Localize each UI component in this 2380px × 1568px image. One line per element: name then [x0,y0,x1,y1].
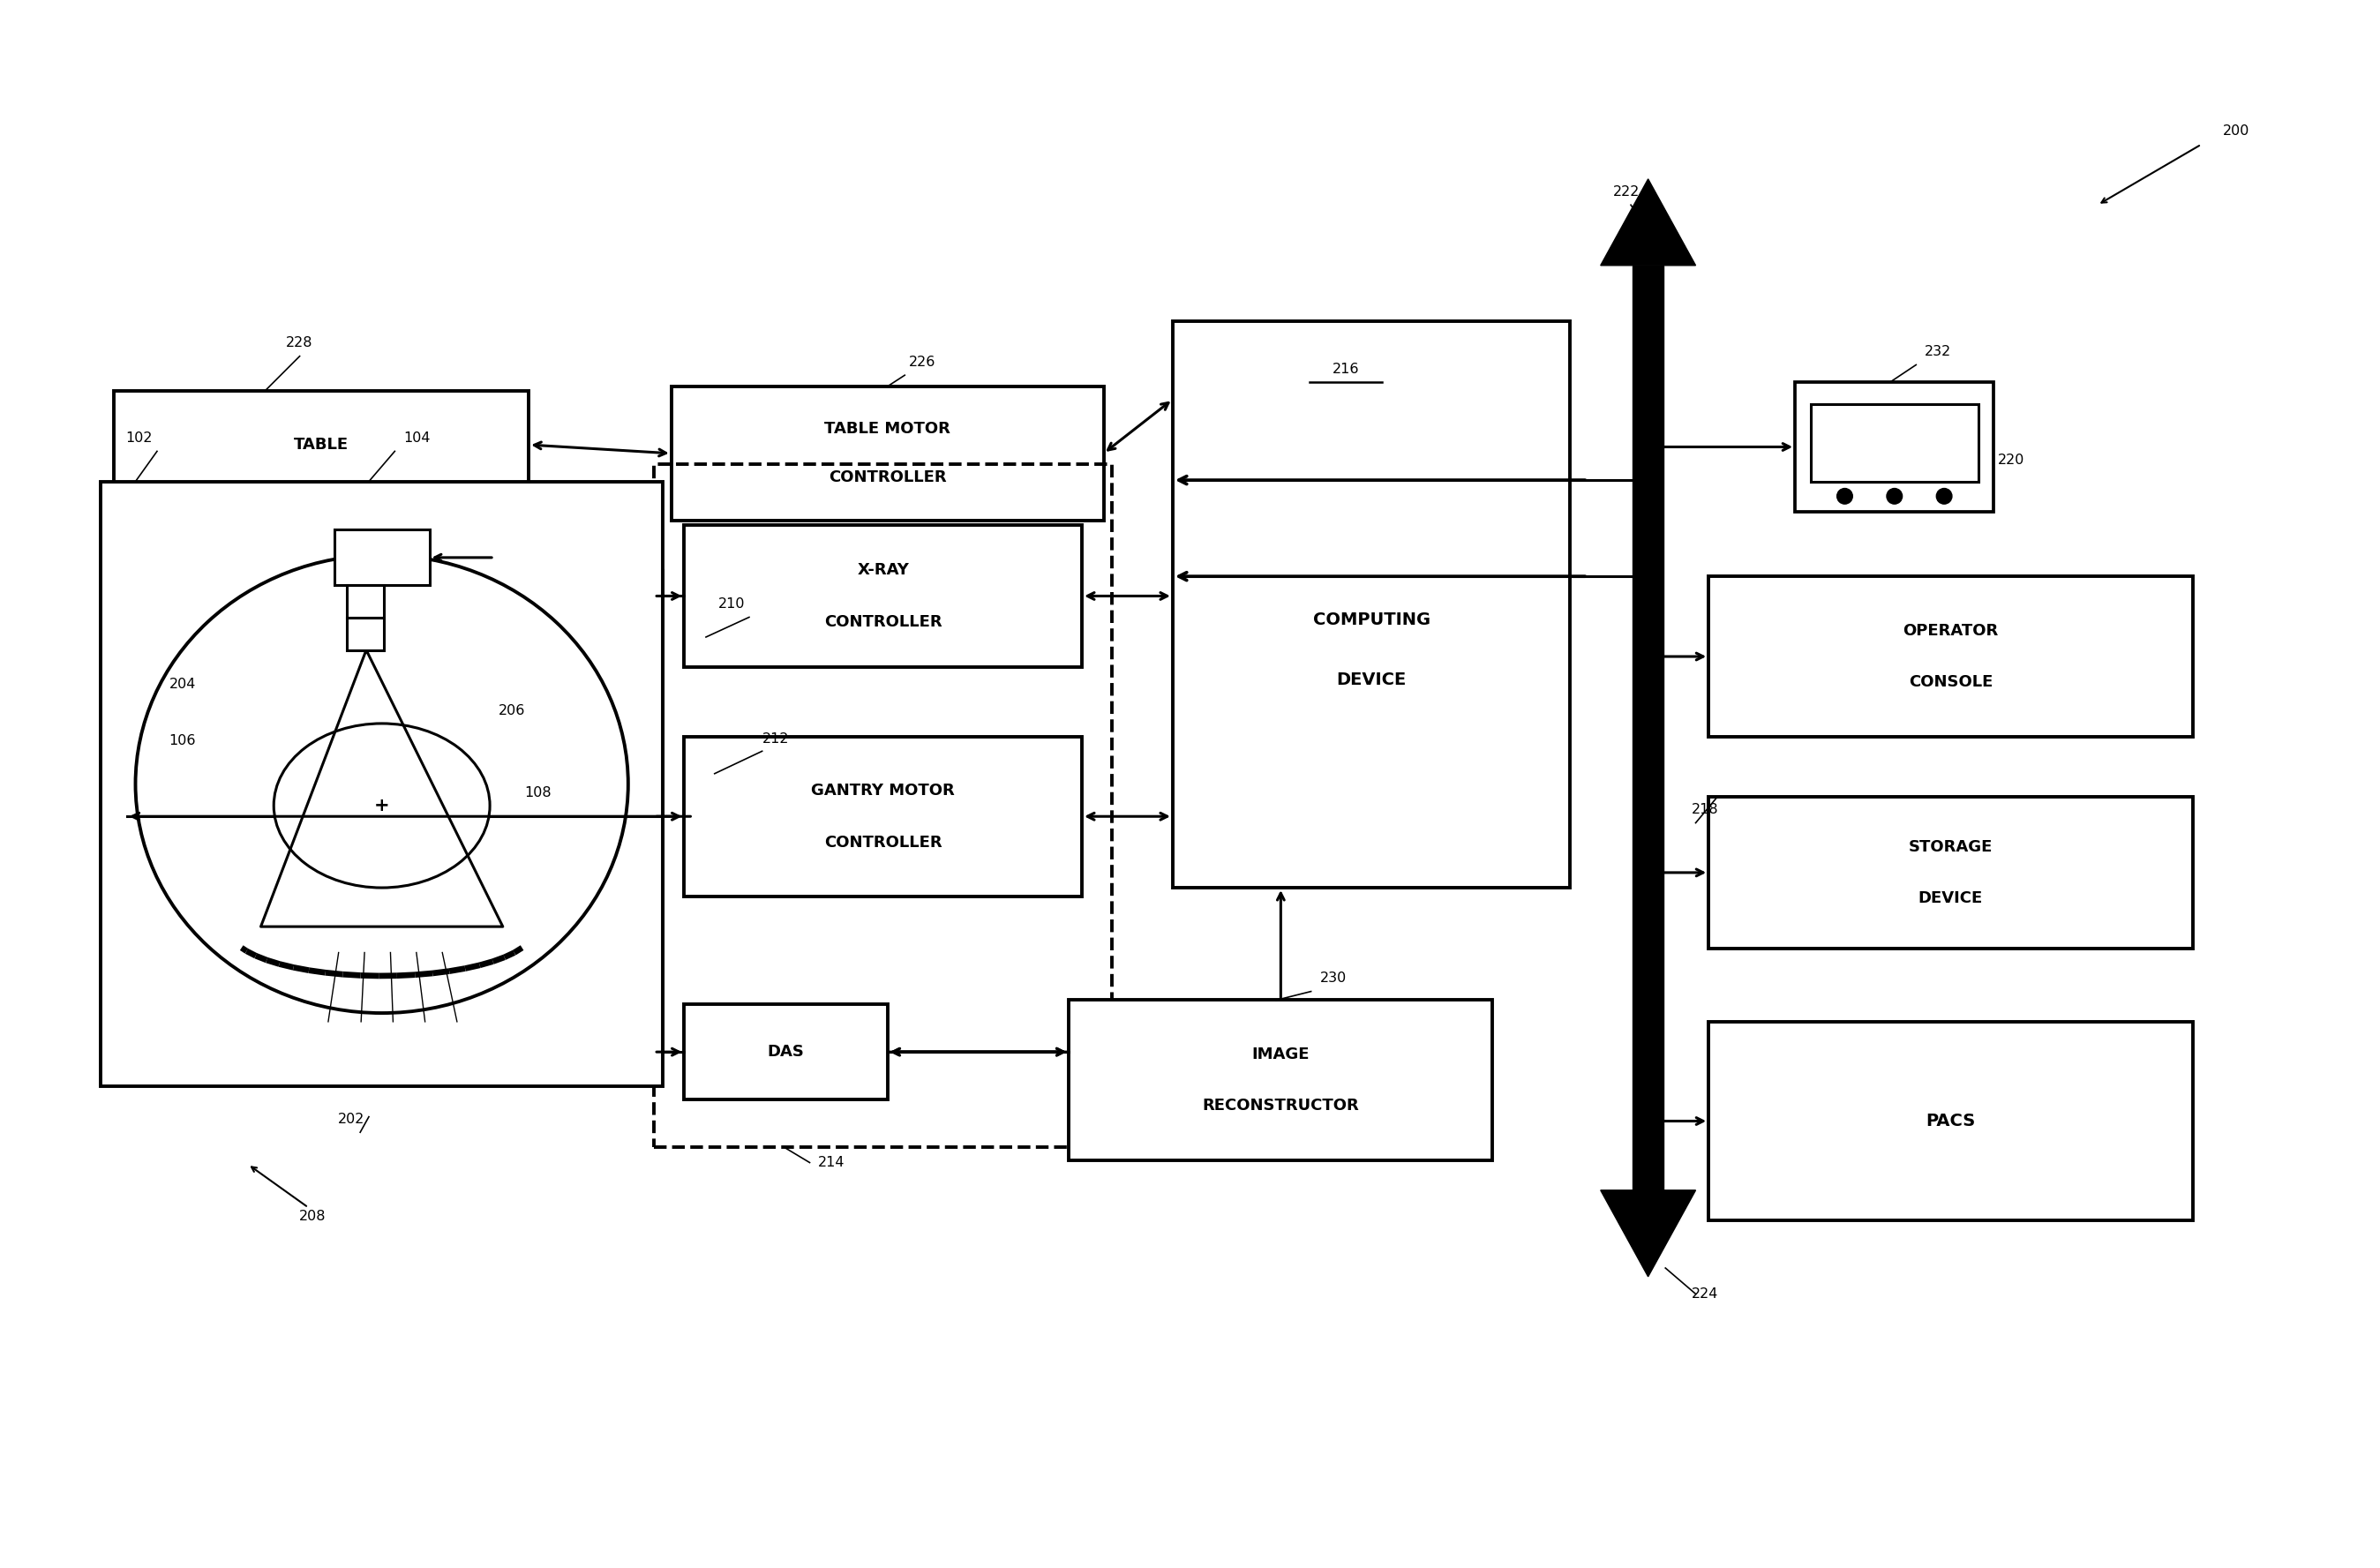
Circle shape [1937,488,1952,503]
Polygon shape [1602,179,1695,265]
Text: 214: 214 [819,1156,845,1170]
Bar [1709,1022,2192,1220]
Bar [654,464,1111,1148]
Text: GANTRY MOTOR: GANTRY MOTOR [812,782,954,798]
Text: CONSOLE: CONSOLE [1909,674,1992,690]
Text: 228: 228 [286,337,314,350]
Bar [1069,1000,1492,1160]
Text: 102: 102 [126,431,152,445]
Circle shape [1837,488,1852,503]
Text: 104: 104 [405,431,431,445]
Text: 224: 224 [1692,1287,1718,1300]
Text: DAS: DAS [766,1044,804,1060]
Text: X-RAY: X-RAY [857,563,909,579]
Text: 226: 226 [909,356,935,368]
Ellipse shape [136,555,628,1013]
Bar [100,481,662,1087]
Text: 208: 208 [300,1209,326,1223]
Text: PACS: PACS [1925,1113,1975,1129]
Bar [1795,383,1994,511]
Bar [671,386,1104,521]
Text: OPERATOR: OPERATOR [1904,622,1999,638]
Text: DEVICE: DEVICE [1918,891,1983,906]
Bar [1173,321,1571,887]
Text: CONTROLLER: CONTROLLER [828,470,947,486]
Bar [347,618,383,651]
Circle shape [1887,488,1902,503]
Text: 210: 210 [719,597,745,612]
Bar [685,1005,888,1099]
Bar [114,390,528,499]
Text: CONTROLLER: CONTROLLER [823,834,942,850]
Text: STORAGE: STORAGE [1909,839,1992,855]
Text: IMAGE: IMAGE [1252,1046,1309,1062]
Bar [347,585,383,618]
Text: 212: 212 [762,732,790,746]
Text: CONTROLLER: CONTROLLER [823,615,942,630]
Text: TABLE: TABLE [293,437,350,453]
Text: 232: 232 [1925,345,1952,359]
Text: 220: 220 [1999,453,2025,467]
Bar [333,528,428,585]
Polygon shape [1602,1190,1695,1276]
Bar [685,737,1083,897]
Text: 106: 106 [169,734,195,748]
Text: +: + [374,797,390,814]
Bar [685,525,1083,668]
Text: 108: 108 [524,786,552,800]
Text: DEVICE: DEVICE [1338,671,1407,688]
Text: RECONSTRUCTOR: RECONSTRUCTOR [1202,1098,1359,1113]
Polygon shape [1633,265,1664,1190]
Text: TABLE MOTOR: TABLE MOTOR [823,422,950,437]
Bar [1709,577,2192,737]
Text: 200: 200 [2223,125,2249,138]
Text: 222: 222 [1614,185,1640,199]
Text: 202: 202 [338,1113,364,1126]
Text: 204: 204 [169,677,195,691]
Bar [1811,403,1978,481]
Text: 216: 216 [1333,362,1359,376]
Text: 206: 206 [497,704,526,717]
Text: COMPUTING: COMPUTING [1314,612,1430,629]
Text: 230: 230 [1319,972,1347,985]
Text: 218: 218 [1692,803,1718,817]
Ellipse shape [274,723,490,887]
Bar [1709,797,2192,949]
